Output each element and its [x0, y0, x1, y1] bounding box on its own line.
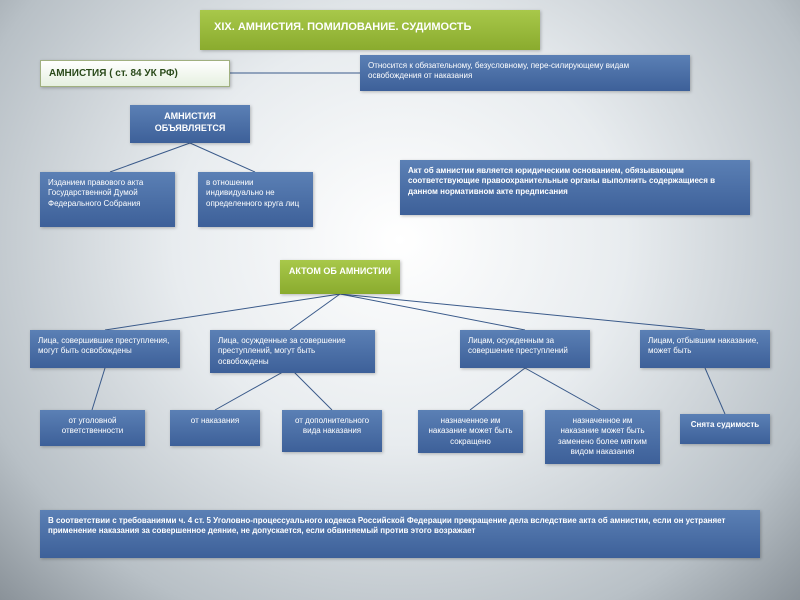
row2-box1: от уголовной ответственности: [40, 410, 145, 446]
row2-box3: от дополнительного вида наказания: [282, 410, 382, 452]
row1-box3: Лицам, осужденным за совершение преступл…: [460, 330, 590, 368]
row1-box4: Лицам, отбывшим наказание, может быть: [640, 330, 770, 368]
row2-box2: от наказания: [170, 410, 260, 446]
declared-left: Изданием правового акта Государственной …: [40, 172, 175, 227]
declared-right: в отношении индивидуально не определенно…: [198, 172, 313, 227]
amnesty-label: АМНИСТИЯ ( ст. 84 УК РФ): [40, 60, 230, 87]
footer-note: В соответствии с требованиями ч. 4 ст. 5…: [40, 510, 760, 558]
top-right-note: Относится к обязательному, безусловному,…: [360, 55, 690, 91]
row1-box2: Лица, осужденные за совершение преступле…: [210, 330, 375, 373]
row2-box4: назначенное им наказание может быть сокр…: [418, 410, 523, 453]
act-note: Акт об амнистии является юридическим осн…: [400, 160, 750, 215]
declared-header: АМНИСТИЯ ОБЪЯВЛЯЕТСЯ: [130, 105, 250, 143]
row2-box6: Снята судимость: [680, 414, 770, 444]
section-title: XIX. АМНИСТИЯ. ПОМИЛОВАНИЕ. СУДИМОСТЬ: [200, 10, 540, 50]
row2-box5: назначенное им наказание может быть заме…: [545, 410, 660, 464]
act-header: АКТОМ ОБ АМНИСТИИ: [280, 260, 400, 294]
row1-box1: Лица, совершившие преступления, могут бы…: [30, 330, 180, 368]
